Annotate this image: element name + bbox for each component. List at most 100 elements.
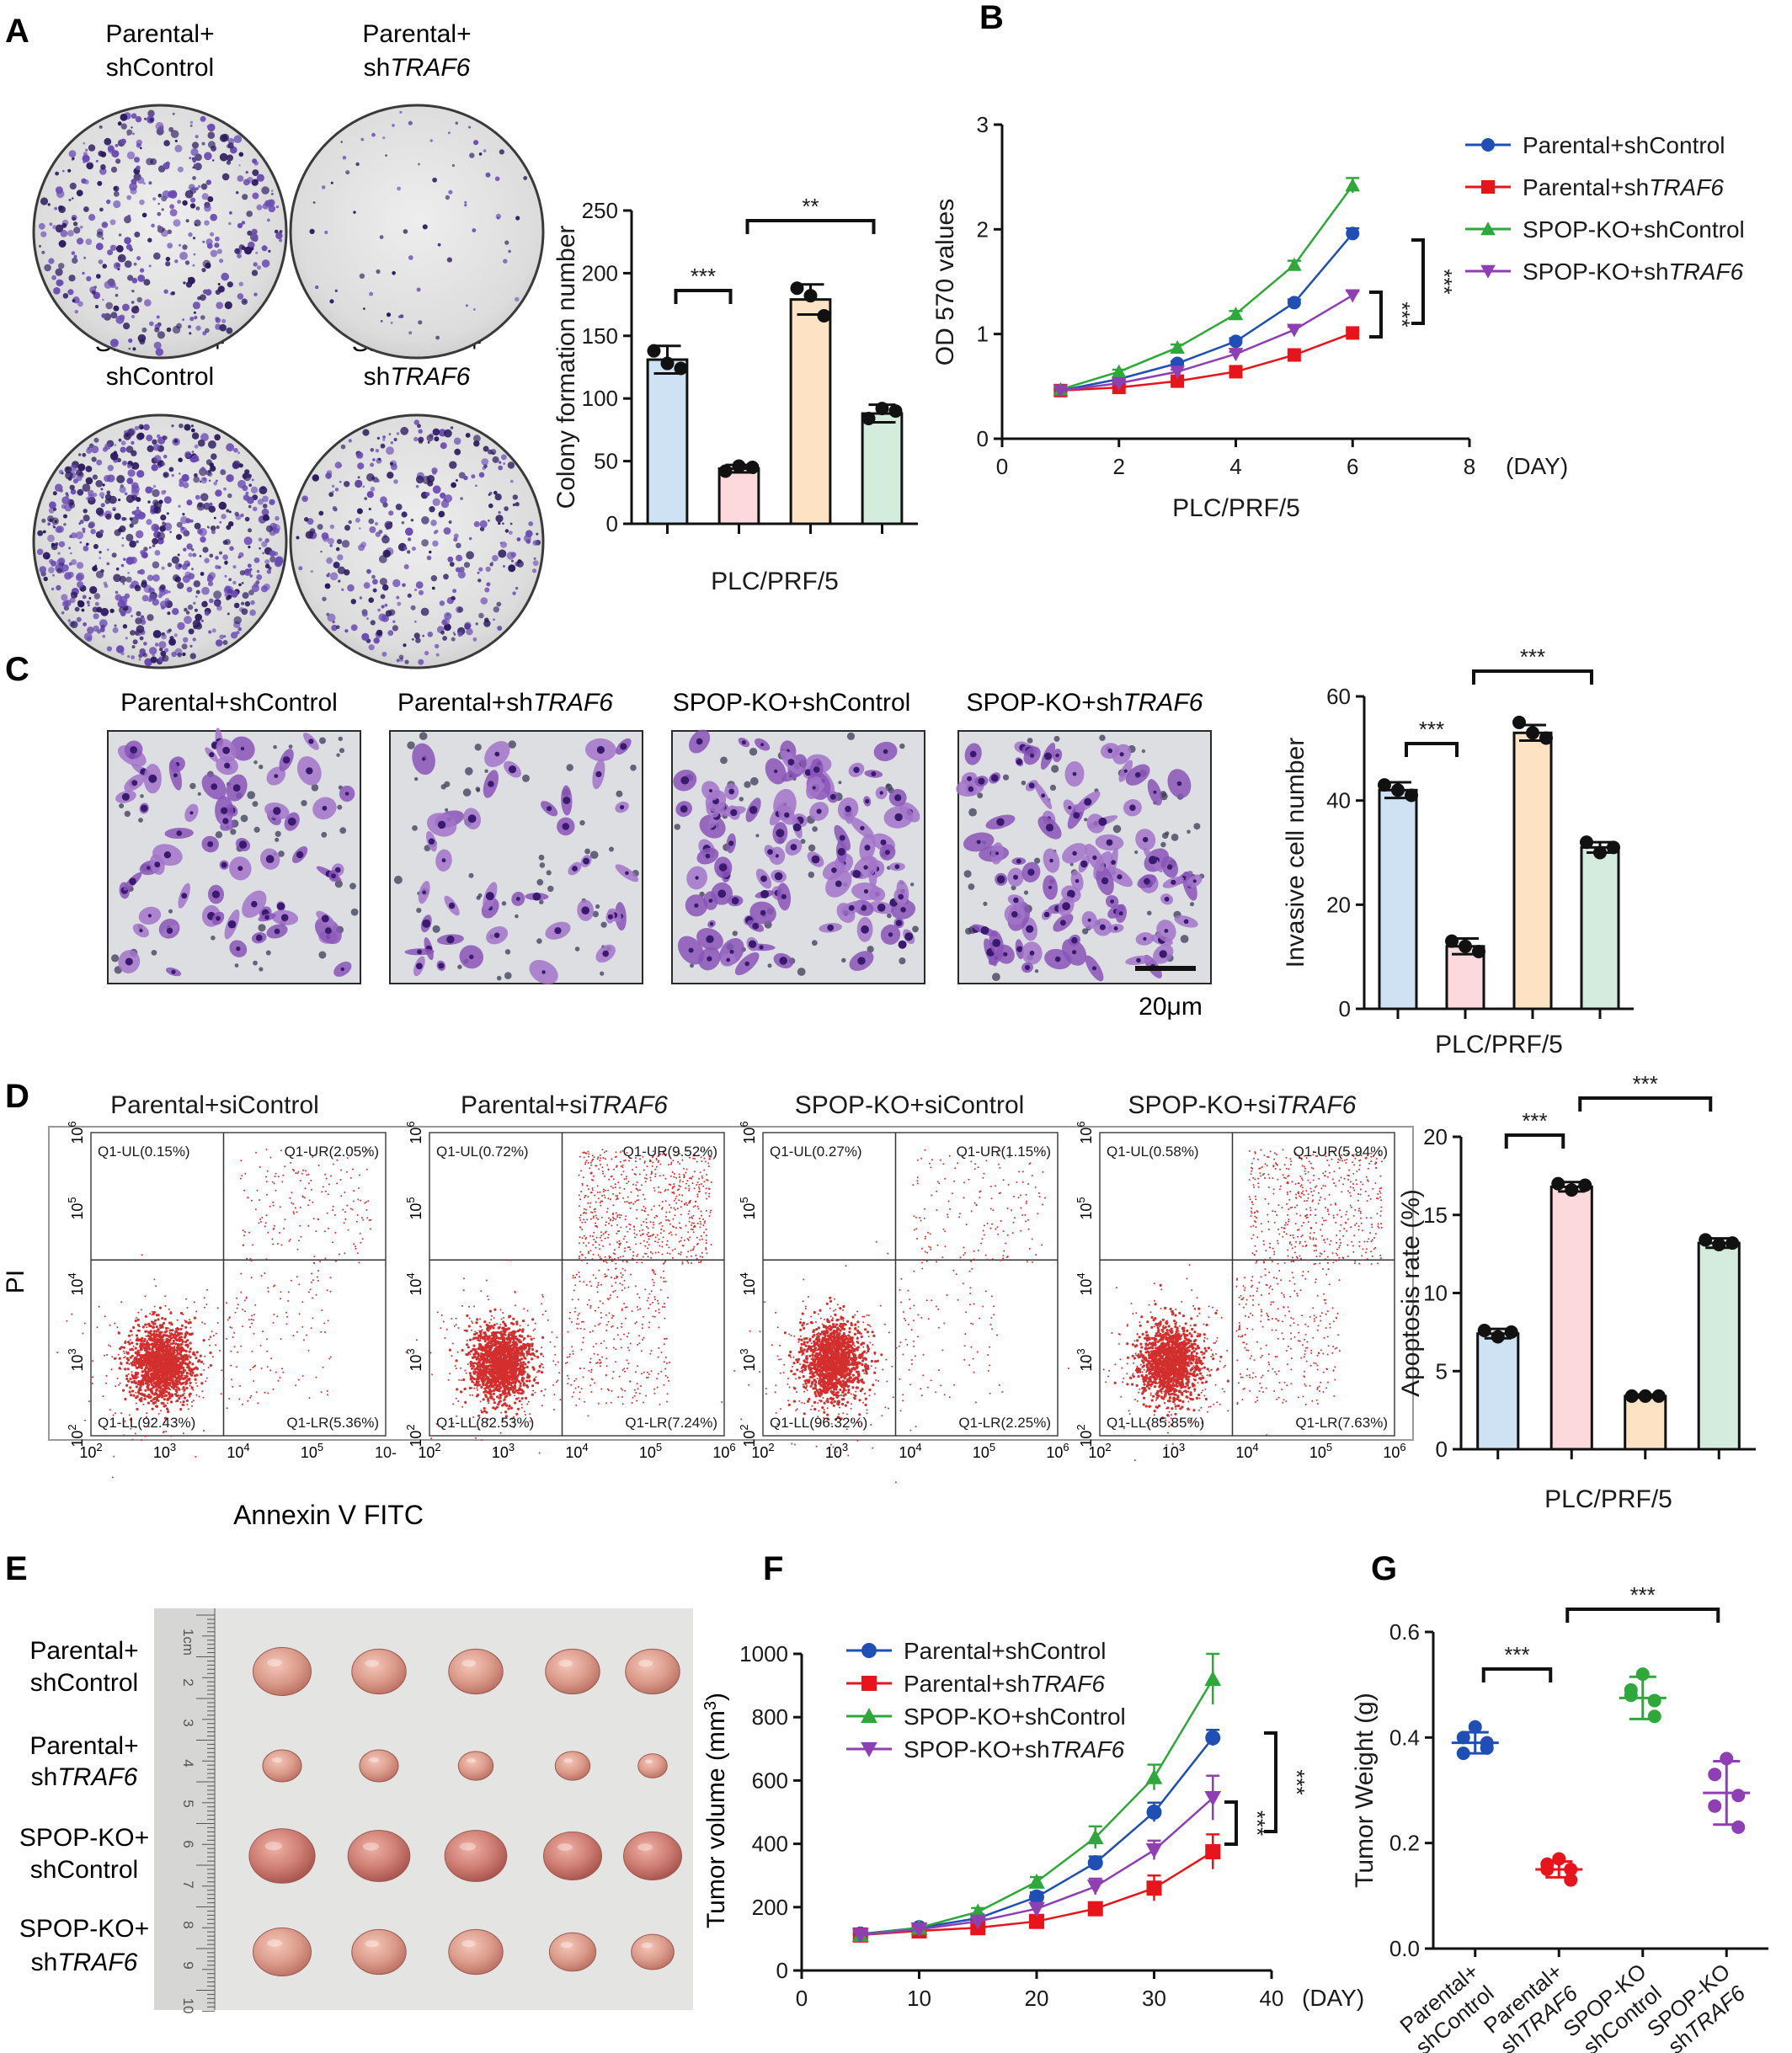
- cell-nucleus: [221, 807, 228, 814]
- event-dot: [152, 1362, 154, 1365]
- event-dot: [134, 1319, 137, 1323]
- event-dot: [155, 1285, 157, 1288]
- colony-dot: [194, 444, 199, 449]
- colony-dot: [266, 199, 275, 207]
- event-dot: [255, 1151, 257, 1154]
- colony-dot: [91, 445, 99, 454]
- colony-dot: [439, 600, 445, 606]
- colony-dot: [261, 186, 269, 195]
- cell-nucleus: [1062, 902, 1070, 911]
- colony-dot: [512, 494, 518, 500]
- colony-dot: [397, 186, 401, 191]
- colony-dot: [163, 496, 172, 504]
- event-dot: [178, 1368, 181, 1372]
- membrane-pore: [234, 963, 239, 968]
- colony-dot: [102, 298, 104, 301]
- event-dot: [137, 1329, 141, 1332]
- event-dot: [122, 1389, 125, 1392]
- cell-nucleus: [1067, 889, 1075, 899]
- colony-dot: [86, 275, 92, 282]
- event-dot: [248, 1319, 250, 1321]
- event-dot: [285, 1323, 288, 1325]
- event-dot: [295, 1384, 297, 1387]
- colony-dot: [456, 542, 461, 549]
- colony-dot: [102, 634, 106, 638]
- colony-dot: [49, 222, 53, 227]
- event-dot: [344, 1192, 346, 1193]
- colony-dot: [152, 488, 160, 498]
- colony-dot: [152, 561, 160, 569]
- event-dot: [160, 1410, 162, 1412]
- colony-dot: [429, 550, 432, 554]
- cell-nucleus: [1054, 956, 1061, 963]
- colony-dot: [117, 253, 126, 263]
- cell-nucleus: [900, 907, 906, 913]
- cell-nucleus: [730, 808, 738, 817]
- colony-dot: [178, 457, 182, 462]
- colony-dot: [360, 137, 365, 141]
- colony-dot: [55, 171, 59, 176]
- colony-dot: [252, 506, 258, 512]
- cell-nucleus: [147, 914, 152, 918]
- event-dot: [317, 1270, 319, 1272]
- event-dot: [153, 1363, 157, 1367]
- event-dot: [301, 1172, 303, 1175]
- event-dot: [120, 1412, 123, 1415]
- colony-dot: [231, 147, 235, 152]
- colony-dot: [66, 467, 70, 471]
- event-dot: [240, 1272, 243, 1275]
- colony-dot: [507, 461, 515, 469]
- membrane-pore: [800, 839, 806, 845]
- membrane-pore: [963, 870, 972, 878]
- event-dot: [169, 1389, 172, 1391]
- event-dot: [198, 1395, 200, 1398]
- colony-dot: [249, 609, 256, 616]
- membrane-pore: [230, 829, 237, 835]
- colony-dot: [480, 597, 488, 605]
- colony-dot: [193, 163, 197, 168]
- colony-dot: [459, 567, 465, 573]
- event-dot: [179, 1401, 182, 1404]
- event-dot: [177, 1346, 180, 1350]
- colony-dot: [179, 243, 181, 247]
- colony-dot: [146, 519, 152, 525]
- colony-dot: [122, 582, 125, 585]
- scale-bar-label: 20μm: [1139, 993, 1203, 1021]
- cell-nucleus: [173, 773, 178, 778]
- colony-dot: [98, 150, 104, 157]
- event-dot: [265, 1214, 268, 1217]
- colony-dot: [133, 262, 137, 266]
- cell-nucleus: [863, 888, 869, 894]
- colony-dot: [326, 557, 333, 564]
- colony-dot: [213, 516, 216, 520]
- event-dot: [468, 1372, 472, 1375]
- colony-dot: [117, 121, 122, 126]
- event-dot: [173, 1362, 176, 1364]
- colony-dot: [40, 231, 47, 237]
- cell-nucleus: [852, 870, 861, 878]
- colony-dot: [127, 215, 131, 218]
- colony-dot: [52, 573, 55, 577]
- colony-dot: [342, 156, 347, 160]
- colony-dot: [483, 620, 491, 627]
- colony-dot: [163, 289, 168, 294]
- cell-nucleus: [1045, 824, 1054, 832]
- colony-dot: [347, 584, 355, 592]
- colony-dot: [132, 347, 136, 351]
- colony-dot: [210, 525, 216, 531]
- membrane-pore: [477, 893, 483, 898]
- event-dot: [136, 1360, 141, 1364]
- colony-dot: [269, 556, 276, 563]
- colony-dot: [64, 572, 72, 580]
- membrane-pore: [1049, 784, 1057, 792]
- colony-dot: [398, 654, 404, 660]
- event-dot: [167, 1409, 169, 1411]
- colony-dot: [216, 301, 224, 310]
- colony-dot: [200, 183, 208, 190]
- membrane-pore: [334, 880, 343, 888]
- cell-nucleus: [1123, 769, 1128, 773]
- colony-dot: [161, 461, 166, 467]
- colony-dot: [188, 628, 195, 635]
- flow-x-tick-label: 105: [301, 1441, 323, 1461]
- event-dot: [368, 1219, 371, 1222]
